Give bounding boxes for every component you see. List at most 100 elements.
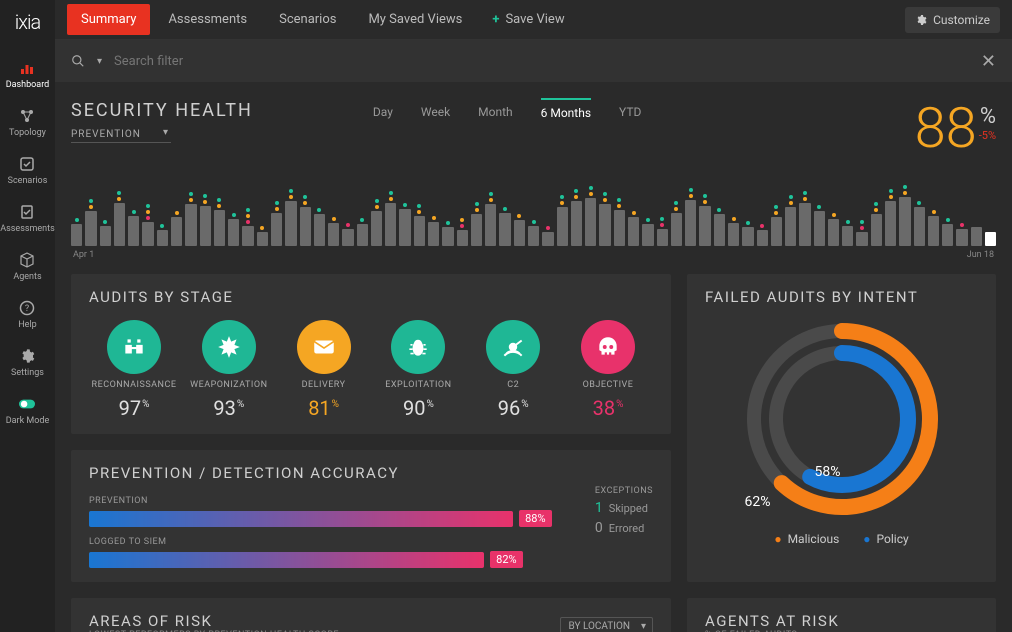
bar-marker [146,216,150,220]
range-6-months[interactable]: 6 Months [541,98,591,124]
stage-value: 97% [119,396,150,420]
health-dropdown[interactable]: PREVENTION [71,127,171,143]
stage-reconnaissance[interactable]: RECONNAISSANCE 97% [89,320,179,420]
bar-column [771,174,782,246]
stage-exploitation[interactable]: EXPLOITATION 90% [373,320,463,420]
tab-assessments[interactable]: Assessments [154,4,261,35]
agents-at-risk-title: AGENTS AT RISK [705,612,978,630]
bar-marker [389,197,393,201]
bar-marker [160,224,164,228]
customize-button[interactable]: Customize [905,7,1000,33]
range-ytd[interactable]: YTD [619,101,641,123]
save-view-button[interactable]: + Save View [480,4,576,35]
bar-marker [475,202,479,206]
sidebar-item-scenarios[interactable]: Scenarios [0,148,54,196]
bar [828,219,839,246]
bar-marker [589,192,593,196]
range-day[interactable]: Day [373,101,393,123]
stage-weaponization[interactable]: WEAPONIZATION 93% [184,320,274,420]
sidebar-item-help[interactable]: ?Help [0,292,54,340]
bar [628,217,639,246]
tab-my-saved-views[interactable]: My Saved Views [354,4,476,35]
bar-column [85,174,96,246]
tab-scenarios[interactable]: Scenarios [265,4,350,35]
audits-by-stage-card: AUDITS BY STAGE RECONNAISSANCE 97% WEAPO… [71,274,671,434]
chevron-down-icon[interactable]: ▾ [97,56,102,67]
exception-label: Errored [609,522,645,535]
bar-column [942,174,953,246]
sidebar-item-settings[interactable]: Settings [0,340,54,388]
plus-icon: + [492,12,499,27]
search-input[interactable] [114,54,969,69]
range-week[interactable]: Week [421,101,450,123]
bar-column [728,174,739,246]
sidebar-item-agents[interactable]: Agents [0,244,54,292]
stage-delivery[interactable]: DELIVERY 81% [279,320,369,420]
stage-value: 90% [403,396,434,420]
bar-marker [874,202,878,206]
close-icon[interactable]: ✕ [981,51,996,72]
sidebar-item-dark-mode[interactable]: Dark Mode [0,388,54,436]
bar-column [614,174,625,246]
bar [942,224,953,246]
sidebar-item-label: Dashboard [6,80,50,90]
health-score-pct: % [979,104,996,129]
bar [485,204,496,246]
bar [671,213,682,246]
bar-column [114,174,125,246]
customize-label: Customize [933,13,990,27]
stage-label: EXPLOITATION [385,380,451,390]
stage-label: DELIVERY [302,380,346,390]
bar-marker [660,223,664,227]
bar-column [285,174,296,246]
donut-chart: 58% 62% [737,314,947,524]
stage-objective[interactable]: OBJECTIVE 38% [563,320,653,420]
bar [71,224,82,246]
sidebar-item-assessments[interactable]: Assessments [0,196,54,244]
bar-column [628,174,639,246]
stage-c2[interactable]: C2 96% [468,320,558,420]
tab-summary[interactable]: Summary [67,4,150,35]
bar-column [457,174,468,246]
bar-marker [217,204,221,208]
bar-marker [403,203,407,207]
areas-of-risk-dropdown[interactable]: BY LOCATION [560,617,654,632]
bar-marker [260,226,264,230]
bar-marker [846,220,850,224]
bar-marker [732,217,736,221]
sidebar-item-label: Settings [11,368,44,378]
bar-marker [146,204,150,208]
exception-row: 0Errored [595,520,653,536]
sidebar-item-topology[interactable]: Topology [0,100,54,148]
bar-column [585,174,596,246]
bar-marker [860,220,864,224]
bar-marker [803,191,807,195]
stage-value: 93% [213,396,244,420]
bar [928,216,939,246]
bar [642,224,653,246]
range-month[interactable]: Month [478,101,512,123]
bar [385,203,396,246]
bar-column [314,174,325,246]
bar-column [300,174,311,246]
bar-marker [746,221,750,225]
sidebar-item-label: Topology [9,128,46,138]
bar-marker [317,208,321,212]
bar-column [428,174,439,246]
search-bar: ▾ ✕ [55,40,1012,82]
bar [300,207,311,246]
bar-marker [89,205,93,209]
bar-column [399,174,410,246]
health-score-delta: -5% [979,129,996,142]
bar-column [514,174,525,246]
bar-marker [332,217,336,221]
bar-marker [532,220,536,224]
bar [514,220,525,246]
bar-column [928,174,939,246]
bar-column [142,174,153,246]
bar-marker [574,189,578,193]
accuracy-title: PREVENTION / DETECTION ACCURACY [89,464,653,482]
bar-column [599,174,610,246]
sidebar-item-dashboard[interactable]: Dashboard [0,52,54,100]
search-icon[interactable] [71,54,85,68]
